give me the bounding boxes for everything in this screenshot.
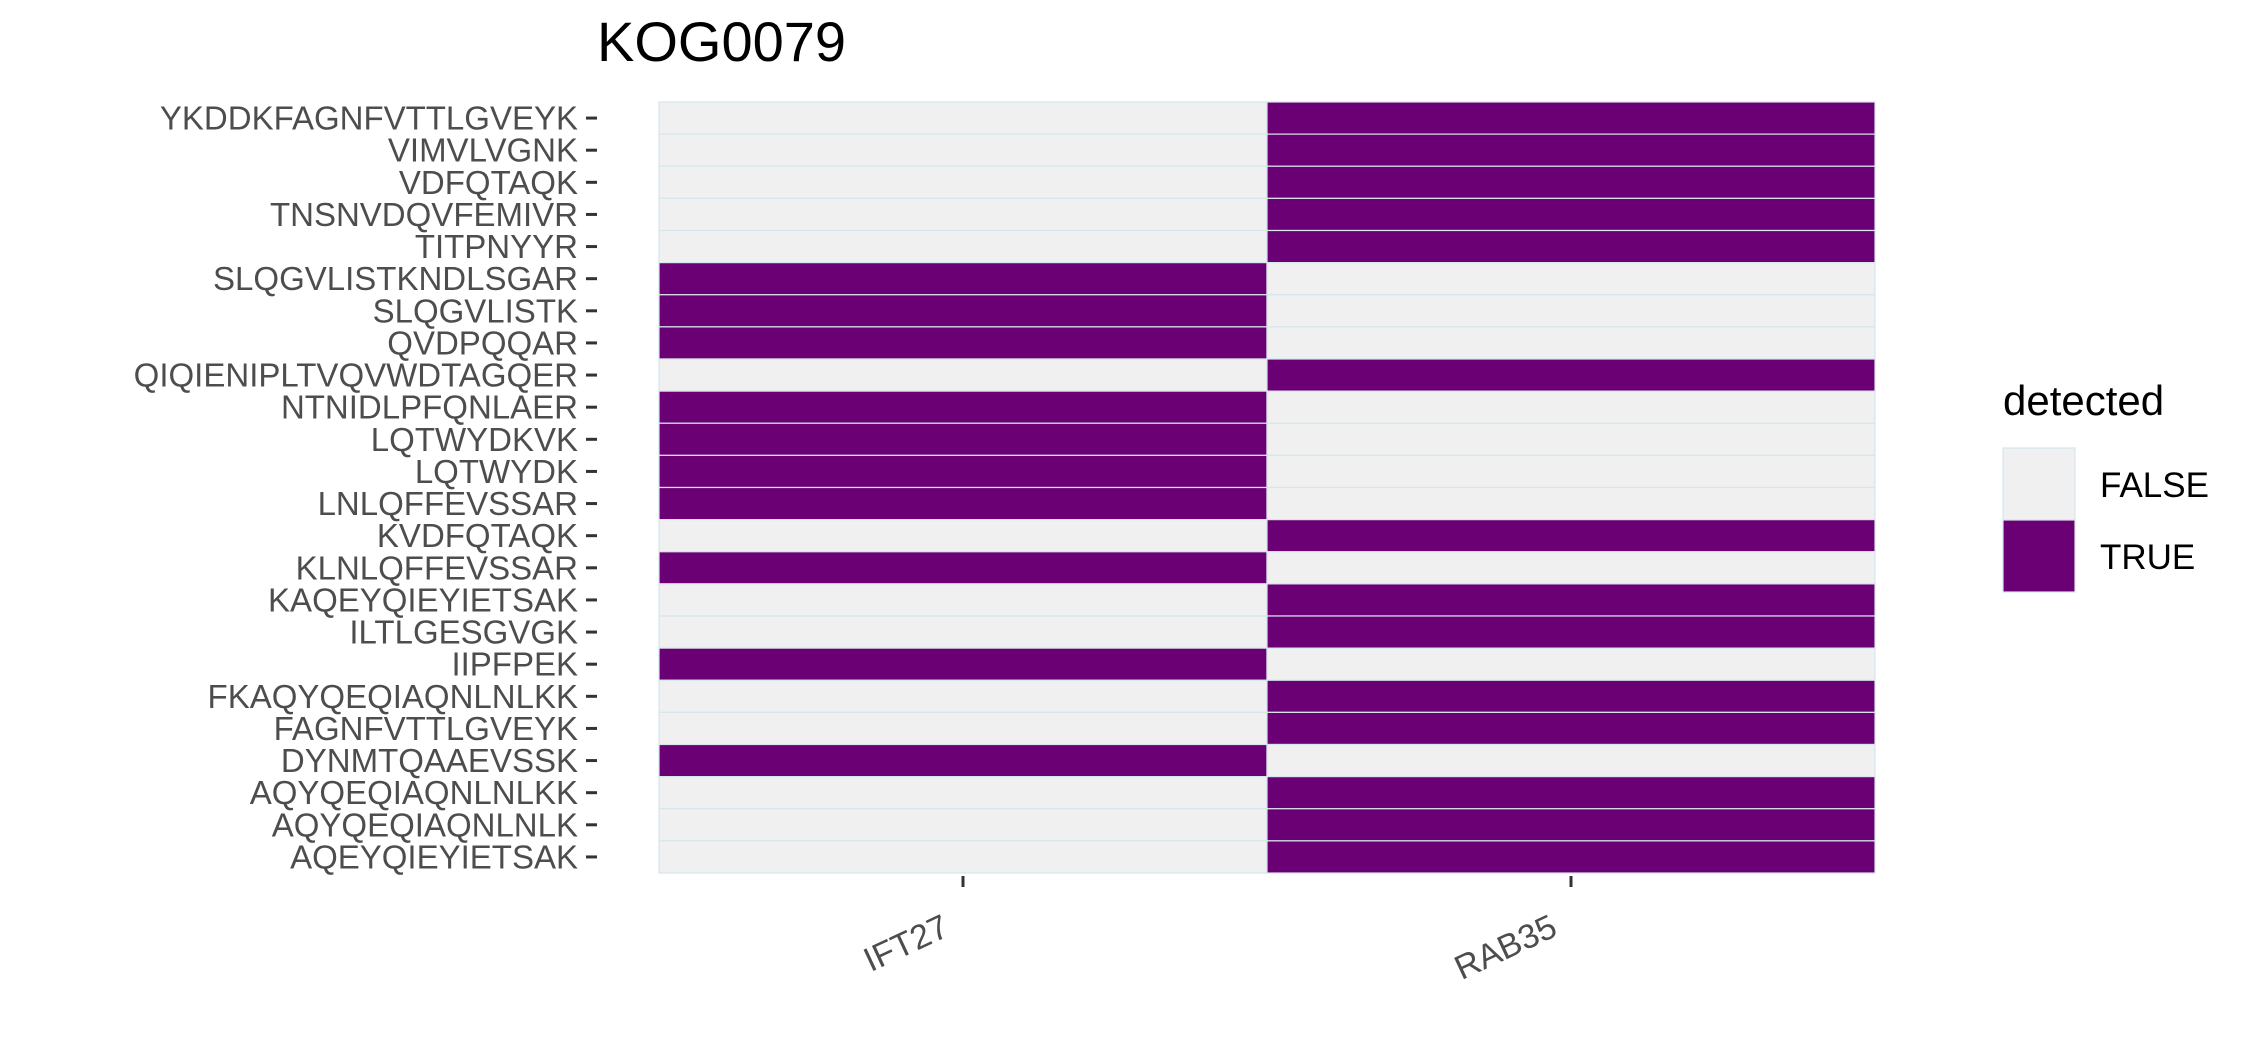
- heatmap-cell: [1266, 743, 1876, 778]
- y-tick-label: FAGNFVTTLGVEYK: [274, 710, 578, 747]
- heatmap-cell: [1266, 229, 1876, 264]
- chart-title: KOG0079: [597, 10, 847, 73]
- y-tick-label: VDFQTAQK: [399, 164, 578, 201]
- x-axis: IFT27 RAB35: [858, 876, 1573, 988]
- heatmap-cell: [1266, 358, 1876, 392]
- y-tick-label: SLQGVLISTK: [373, 292, 578, 329]
- y-tick-label: LQTWYDK: [415, 453, 578, 490]
- heatmap-cells: [658, 101, 1876, 874]
- heatmap-cell: [658, 358, 1268, 392]
- y-tick-label: LNLQFFEVSSAR: [318, 485, 578, 522]
- x-tick-label: IFT27: [858, 908, 955, 980]
- y-tick-label: VIMVLVGNK: [388, 132, 578, 169]
- heatmap-cell: [658, 679, 1268, 713]
- y-tick-label: YKDDKFAGNFVTTLGVEYK: [160, 100, 578, 137]
- heatmap-cell: [1266, 679, 1876, 713]
- legend-label-true: TRUE: [2100, 538, 2196, 577]
- heatmap-cell: [1266, 390, 1876, 424]
- legend-key-false: [2002, 447, 2076, 521]
- heatmap-cell: [1266, 583, 1876, 617]
- heatmap-cell: [658, 840, 1268, 874]
- heatmap-cell: [658, 808, 1268, 842]
- y-tick-label: DYNMTQAAEVSSK: [281, 742, 578, 779]
- heatmap-cell: [1266, 808, 1876, 842]
- heatmap-cell: [658, 647, 1268, 681]
- y-tick-label: TNSNVDQVFEMIVR: [270, 196, 578, 233]
- y-tick-label: SLQGVLISTKNDLSGAR: [213, 260, 578, 297]
- heatmap-cell: [1266, 101, 1876, 135]
- heatmap-cell: [658, 615, 1268, 649]
- heatmap-cell: [658, 197, 1268, 232]
- heatmap-cell: [1266, 647, 1876, 681]
- y-tick-label: IIPFPEK: [451, 646, 578, 683]
- heatmap-cell: [1266, 133, 1876, 167]
- y-tick-label: AQEYQIEYIETSAK: [290, 838, 578, 875]
- y-tick-label: TITPNYYR: [415, 228, 578, 265]
- heatmap-cell: [658, 711, 1268, 746]
- heatmap-cell: [1266, 711, 1876, 746]
- heatmap-cell: [658, 454, 1268, 489]
- y-tick-label: LQTWYDKVK: [371, 421, 578, 458]
- heatmap-cell: [658, 743, 1268, 778]
- heatmap-cell: [1266, 422, 1876, 456]
- y-tick-label: FKAQYQEQIAQNLNLKK: [208, 678, 578, 715]
- y-tick-label: QVDPQQAR: [387, 324, 578, 361]
- legend-keys: [2002, 447, 2076, 593]
- heatmap-cell: [1266, 454, 1876, 489]
- x-tick-label: RAB35: [1449, 908, 1563, 988]
- heatmap-cell: [658, 486, 1268, 521]
- heatmap-cell: [658, 229, 1268, 264]
- legend-title: detected: [2003, 377, 2165, 424]
- heatmap-cell: [1266, 294, 1876, 328]
- heatmap-cell: [1266, 262, 1876, 296]
- heatmap-cell: [658, 422, 1268, 456]
- heatmap-cell: [658, 101, 1268, 135]
- y-tick-label: KVDFQTAQK: [377, 517, 578, 554]
- heatmap-cell: [658, 165, 1268, 199]
- heatmap-cell: [1266, 840, 1876, 874]
- heatmap-cell: [658, 776, 1268, 810]
- heatmap-cell: [1266, 197, 1876, 232]
- heatmap-cell: [658, 583, 1268, 617]
- heatmap-cell: [658, 390, 1268, 424]
- legend-key-true: [2002, 519, 2076, 593]
- y-tick-label: ILTLGESGVGK: [349, 614, 578, 651]
- heatmap-cell: [1266, 486, 1876, 521]
- heatmap-cell: [658, 551, 1268, 585]
- heatmap-cell: [658, 326, 1268, 360]
- y-tick-label: AQYQEQIAQNLNLK: [272, 806, 578, 843]
- y-tick-label: NTNIDLPFQNLAER: [281, 389, 578, 426]
- heatmap-cell: [1266, 615, 1876, 649]
- heatmap-cell: [1266, 326, 1876, 360]
- legend-label-false: FALSE: [2100, 466, 2209, 505]
- heatmap-cell: [658, 294, 1268, 328]
- heatmap-cell: [1266, 519, 1876, 553]
- y-tick-label: QIQIENIPLTVQVWDTAGQER: [134, 357, 578, 394]
- y-tick-label: KAQEYQIEYIETSAK: [268, 581, 578, 618]
- heatmap-cell: [658, 262, 1268, 296]
- heatmap-cell: [1266, 551, 1876, 585]
- heatmap-cell: [1266, 776, 1876, 810]
- heatmap-cell: [658, 519, 1268, 553]
- y-tick-label: KLNLQFFEVSSAR: [296, 549, 578, 586]
- y-tick-label: AQYQEQIAQNLNLKK: [250, 774, 578, 811]
- y-axis: YKDDKFAGNFVTTLGVEYKVIMVLVGNKVDFQTAQKTNSN…: [134, 100, 597, 875]
- heatmap-cell: [1266, 165, 1876, 199]
- heatmap-cell: [658, 133, 1268, 167]
